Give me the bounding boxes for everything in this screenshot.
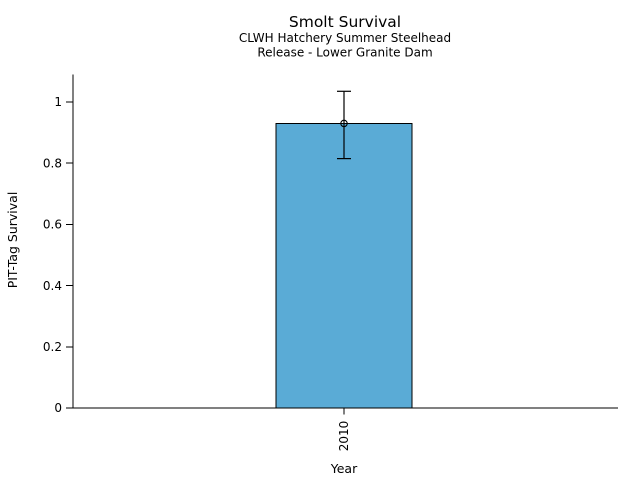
- x-tick-label: 2010: [337, 421, 351, 452]
- bar-2010: [275, 122, 413, 409]
- chart-header: Smolt Survival CLWH Hatchery Summer Stee…: [239, 13, 451, 60]
- y-tick-label: 1: [54, 95, 62, 109]
- y-axis: 0 0.2 0.4 0.6 0.8 1 PIT-Tag Survival: [5, 74, 74, 415]
- y-ticks: [66, 101, 73, 409]
- estimate-marker-circle: [340, 119, 348, 128]
- x-axis: 2010 Year: [73, 407, 618, 476]
- y-tick-label: 0.8: [43, 156, 62, 170]
- y-tick-label: 0.6: [43, 218, 62, 232]
- x-axis-title: Year: [330, 461, 358, 476]
- y-tick-label: 0.4: [43, 279, 62, 293]
- chart-subtitle-line1: CLWH Hatchery Summer Steelhead: [239, 31, 451, 45]
- error-bar-2010: [337, 90, 351, 160]
- bar-series: [275, 90, 413, 409]
- y-tick-label: 0.2: [43, 340, 62, 354]
- chart-title: Smolt Survival: [289, 13, 401, 31]
- y-tick-label: 0: [54, 401, 62, 415]
- y-tick-labels: 0 0.2 0.4 0.6 0.8 1: [43, 95, 62, 415]
- chart-subtitle-line2: Release - Lower Granite Dam: [257, 46, 432, 60]
- y-axis-title: PIT-Tag Survival: [5, 192, 20, 289]
